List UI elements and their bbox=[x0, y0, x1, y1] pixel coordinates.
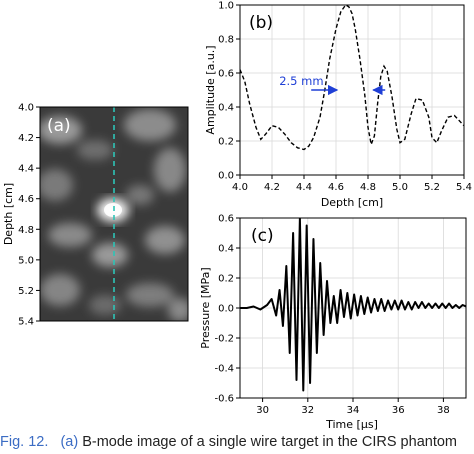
speckle-texture bbox=[40, 109, 188, 321]
b-x-ticks: 4.0 4.2 4.4 4.6 4.8 5.0 5.2 5.4 bbox=[232, 175, 472, 193]
b-x-tick-label: 4.0 bbox=[232, 182, 248, 193]
b-x-tick-label: 4.8 bbox=[360, 182, 376, 193]
a-y-tick-label: 4.0 bbox=[18, 103, 34, 114]
panel-a-ylabel: Depth [cm] bbox=[2, 183, 15, 245]
c-y-tick-label: -0.6 bbox=[214, 394, 234, 405]
width-annotation: 2.5 mm bbox=[279, 74, 323, 88]
figure-caption: Fig. 12. (a) B-mode image of a single wi… bbox=[0, 434, 474, 454]
c-y-tick-label: 0.6 bbox=[218, 214, 234, 225]
wire-target bbox=[97, 198, 129, 222]
b-y-tick-label: 0.4 bbox=[218, 103, 234, 114]
panel-a: 4.0 4.2 4.4 4.6 4.8 5.0 5.2 5.4 (a) Depth [cm] bbox=[2, 103, 189, 328]
c-y-tick-label: -0.4 bbox=[214, 364, 234, 375]
c-y-tick-label: 0.0 bbox=[218, 304, 234, 315]
pressure-line bbox=[240, 218, 466, 392]
a-y-tick-label: 5.2 bbox=[18, 286, 34, 297]
c-x-tick-label: 38 bbox=[437, 405, 450, 416]
amplitude-line bbox=[240, 5, 464, 151]
c-x-tick-label: 36 bbox=[392, 405, 405, 416]
caption-text: B-mode image of a single wire target in … bbox=[82, 434, 457, 450]
a-y-tick-label: 4.8 bbox=[18, 225, 34, 236]
b-x-tick-label: 4.2 bbox=[264, 182, 280, 193]
b-x-tick-label: 4.4 bbox=[296, 182, 312, 193]
panel-c: 30 32 34 36 38 -0.6-0.4-0.20.00.20.40.6 (c) … bbox=[199, 214, 467, 431]
b-y-tick-label: 0.2 bbox=[218, 137, 234, 148]
a-y-tick-label: 4.2 bbox=[18, 133, 34, 144]
panel-c-label: (c) bbox=[251, 226, 274, 246]
b-x-tick-label: 5.4 bbox=[456, 182, 472, 193]
panel-b: 4.0 4.2 4.4 4.6 4.8 5.0 5.2 5.4 0.0 0.2 0.4 0.6 0.8… bbox=[204, 1, 472, 210]
b-y-tick-label: 0.0 bbox=[218, 171, 234, 182]
panel-a-label: (a) bbox=[47, 116, 71, 136]
a-y-tick-label: 4.6 bbox=[18, 194, 34, 205]
b-y-tick-label: 1.0 bbox=[218, 1, 234, 12]
a-y-tick-label: 5.0 bbox=[18, 255, 34, 266]
c-y-tick-label: 0.4 bbox=[218, 244, 234, 255]
c-x-ticks: 30 32 34 36 38 bbox=[256, 398, 450, 416]
c-y-tick-label: -0.2 bbox=[214, 334, 234, 345]
a-y-tick-label: 5.4 bbox=[18, 317, 34, 328]
c-x-tick-label: 30 bbox=[256, 405, 269, 416]
panel-c-xlabel: Time [μs] bbox=[325, 418, 378, 431]
panel-b-xlabel: Depth [cm] bbox=[321, 196, 383, 209]
panel-c-ylabel: Pressure [MPa] bbox=[199, 267, 212, 348]
c-y-ticks: -0.6 -0.4 -0.2 0.0 0.2 0.4 0.6 bbox=[214, 214, 240, 405]
a-y-tick-label: 4.4 bbox=[18, 164, 34, 175]
b-x-tick-label: 5.0 bbox=[392, 182, 408, 193]
panel-b-ylabel: Amplitude [a.u.] bbox=[204, 45, 217, 134]
a-y-ticks: 4.0 4.2 4.4 4.6 4.8 5.0 5.2 5.4 bbox=[18, 103, 40, 328]
b-y-ticks: 0.0 0.2 0.4 0.6 0.8 1.0 bbox=[218, 1, 240, 182]
b-y-tick-label: 0.6 bbox=[218, 69, 234, 80]
c-x-tick-label: 32 bbox=[301, 405, 314, 416]
c-y-tick-label: 0.2 bbox=[218, 274, 234, 285]
b-y-tick-label: 0.8 bbox=[218, 35, 234, 46]
b-x-tick-label: 5.2 bbox=[424, 182, 440, 193]
plot-area-b bbox=[240, 5, 464, 175]
caption-panel-ref: (a) bbox=[60, 434, 79, 450]
c-x-tick-label: 34 bbox=[347, 405, 360, 416]
b-x-tick-label: 4.6 bbox=[328, 182, 344, 193]
panel-b-label: (b) bbox=[249, 13, 273, 33]
caption-label: Fig. 12. bbox=[0, 434, 49, 450]
